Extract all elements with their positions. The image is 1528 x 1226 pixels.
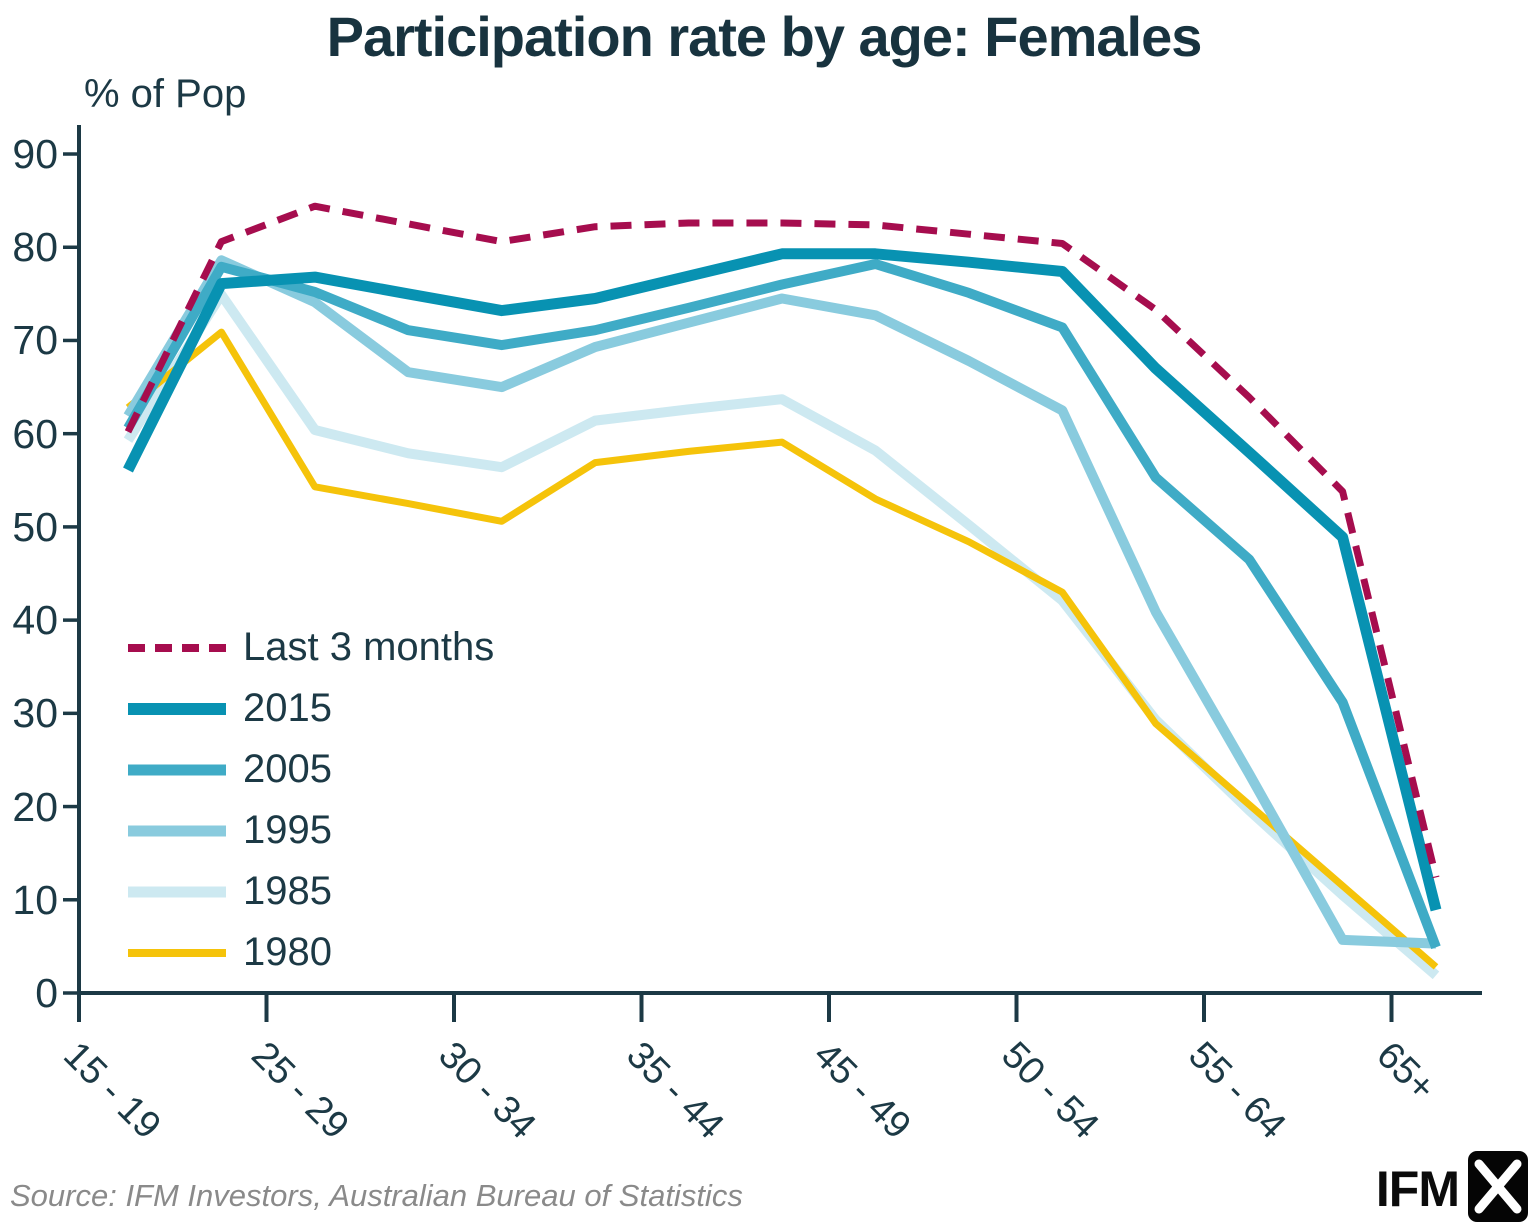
legend-item-1985: 1985 bbox=[128, 861, 494, 922]
y-axis-tick-label: 20 bbox=[12, 783, 58, 830]
legend-swatch-2015 bbox=[128, 702, 226, 715]
legend-item-last-3-months: Last 3 months bbox=[128, 617, 494, 678]
legend-label: 2005 bbox=[243, 747, 332, 791]
legend-item-1980: 1980 bbox=[128, 922, 494, 983]
legend-swatch-dashed-line bbox=[128, 643, 226, 652]
chart-title: Participation rate by age: Females bbox=[326, 5, 1203, 68]
ifm-logo-mark-icon bbox=[1468, 1151, 1528, 1222]
legend-label: 2015 bbox=[243, 686, 332, 730]
source-attribution: Source: IFM Investors, Australian Bureau… bbox=[10, 1178, 743, 1213]
legend-label: 1995 bbox=[243, 808, 332, 852]
y-axis-unit-label: % of Pop bbox=[84, 72, 247, 116]
legend-label: 1980 bbox=[243, 930, 332, 974]
legend-swatch-1980 bbox=[128, 948, 226, 957]
y-axis-tick-label: 80 bbox=[12, 224, 58, 271]
series-line-2015 bbox=[123, 248, 1442, 912]
legend-swatch-2005 bbox=[128, 764, 226, 775]
legend-label: Last 3 months bbox=[243, 625, 495, 669]
y-axis-tick-label: 60 bbox=[12, 410, 58, 457]
series-line-1980 bbox=[125, 328, 1439, 970]
legend-swatch-1995 bbox=[128, 825, 226, 836]
y-axis-tick-label: 0 bbox=[35, 970, 58, 1016]
legend-item-2015: 2015 bbox=[128, 678, 494, 739]
y-axis-tick-label: 90 bbox=[12, 131, 58, 178]
legend-swatch-1985 bbox=[128, 886, 226, 897]
chart-legend: Last 3 months 2015 2005 1995 1985 1980 bbox=[128, 617, 494, 983]
y-axis-tick-label: 70 bbox=[12, 317, 58, 364]
ifm-logo: IFM bbox=[1376, 1151, 1528, 1226]
ifm-logo-text: IFM bbox=[1375, 1161, 1460, 1217]
legend-item-1995: 1995 bbox=[128, 800, 494, 861]
series-line-last-3-months bbox=[124, 202, 1440, 879]
y-axis-tick-label: 30 bbox=[12, 690, 58, 737]
legend-label: 1985 bbox=[243, 869, 332, 913]
y-axis-tick-label: 50 bbox=[12, 503, 58, 550]
y-axis-tick-label: 40 bbox=[12, 597, 58, 644]
series-line-1995 bbox=[123, 255, 1437, 949]
legend-item-2005: 2005 bbox=[128, 739, 494, 800]
y-axis-tick-label: 10 bbox=[12, 876, 58, 923]
series-line-2005 bbox=[123, 259, 1441, 950]
